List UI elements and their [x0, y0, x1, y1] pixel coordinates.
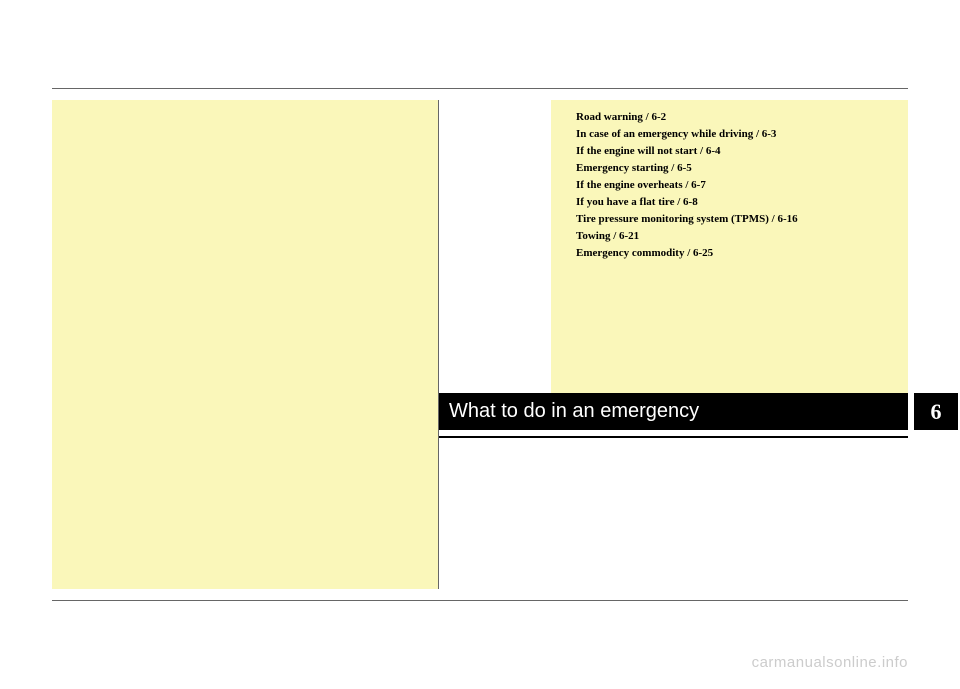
toc-item: Road warning / 6-2	[576, 109, 946, 126]
white-panel-upper	[439, 100, 551, 393]
toc-item: Emergency commodity / 6-25	[576, 245, 946, 262]
white-panel-lower	[439, 430, 908, 589]
toc-item: If the engine overheats / 6-7	[576, 177, 946, 194]
top-horizontal-rule	[52, 88, 908, 89]
toc-item: If the engine will not start / 6-4	[576, 143, 946, 160]
vertical-divider	[438, 100, 439, 589]
toc-item: If you have a flat tire / 6-8	[576, 194, 946, 211]
chapter-title-bar: What to do in an emergency	[439, 393, 908, 430]
toc-item: Towing / 6-21	[576, 228, 946, 245]
chapter-number-box: 6	[914, 393, 958, 430]
title-underline	[439, 436, 908, 438]
chapter-number: 6	[931, 399, 942, 425]
page-container: Road warning / 6-2 In case of an emergen…	[52, 88, 908, 601]
chapter-title: What to do in an emergency	[449, 400, 699, 423]
toc-item: Emergency starting / 6-5	[576, 160, 946, 177]
table-of-contents: Road warning / 6-2 In case of an emergen…	[576, 109, 946, 262]
bottom-horizontal-rule	[52, 600, 908, 601]
toc-item: Tire pressure monitoring system (TPMS) /…	[576, 211, 946, 228]
toc-item: In case of an emergency while driving / …	[576, 126, 946, 143]
watermark: carmanualsonline.info	[752, 654, 908, 671]
